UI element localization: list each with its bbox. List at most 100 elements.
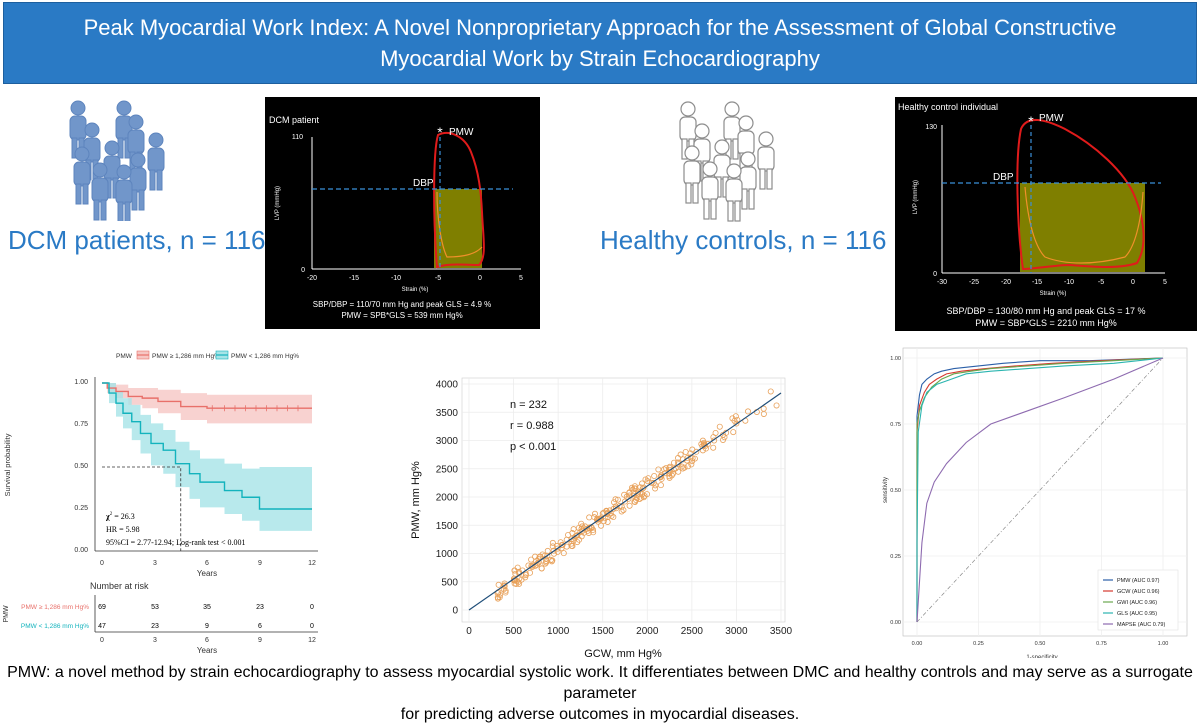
scatter-annotation-n: n = 232 [510, 399, 547, 411]
scatter-point [575, 524, 582, 531]
roc-ytick: 1.00 [890, 356, 901, 362]
scatter-point [635, 488, 642, 495]
scatter-xtick: 2500 [681, 626, 704, 637]
roc-ticks: 0.00 0.00 0.25 0.25 0.50 0.50 0.75 0.75 1.00 1.00 [890, 356, 1168, 647]
roc-xlabel: 1-specificity [1026, 655, 1057, 658]
scatter-point [554, 548, 561, 555]
healthy-cohort-label: Healthy controls, n = 116 [600, 225, 887, 255]
roc-legend-items: PMW (AUC 0.97) GCW (AUC 0.96) GWI (AUC 0.9… [1103, 578, 1165, 628]
scatter-point [662, 465, 669, 472]
scatter-point [666, 474, 673, 481]
healthy-y0-label: 0 [933, 271, 937, 278]
scatter-point [612, 496, 619, 503]
risk-low-label: PMW < 1,286 mm Hg% [21, 623, 89, 630]
scatter-point [675, 455, 682, 462]
scatter-point [500, 586, 507, 593]
scatter-point [688, 461, 695, 468]
km-ytick: 0.25 [74, 505, 88, 512]
roc-curve [916, 357, 1164, 622]
scatter-point [514, 564, 521, 571]
scatter-ytick: 1500 [436, 521, 459, 532]
scatter-point [513, 580, 520, 587]
km-survival-line [102, 382, 312, 409]
roc-xtick: 0.25 [973, 641, 984, 647]
km-ci-band [102, 383, 312, 424]
risk-high-cell: 35 [203, 604, 211, 611]
risk-xtick: 0 [100, 637, 104, 644]
scatter-point [559, 542, 566, 549]
healthy-pv-loop-filling [1024, 186, 1144, 264]
risk-low-cell: 47 [98, 623, 106, 630]
km-plot-area [102, 382, 312, 551]
scatter-point [501, 583, 508, 590]
scatter-point [576, 536, 583, 543]
healthy-star: * [1028, 113, 1034, 129]
roc-ytick: 0.50 [890, 488, 901, 494]
scatter-xtick: 0 [466, 626, 472, 637]
scatter-point [604, 510, 611, 517]
scatter-ytick: 0 [452, 606, 458, 617]
risk-xtick: 3 [153, 637, 157, 644]
km-survival-line [102, 382, 312, 510]
dcm-xlabel: Strain (%) [402, 287, 429, 293]
risk-low-cell: 9 [205, 623, 209, 630]
scatter-point [560, 550, 567, 557]
scatter-point [621, 498, 628, 505]
scatter-point [538, 565, 545, 572]
title-line-2: Myocardial Work by Strain Echocardiograp… [380, 46, 820, 71]
scatter-point [693, 448, 700, 455]
healthy-dbp-label: DBP [993, 172, 1014, 183]
roc-legend-label: GLS (AUC 0.95) [1117, 611, 1157, 617]
scatter-point [631, 498, 638, 505]
scatter-point [512, 570, 519, 577]
scatter-point [529, 563, 536, 570]
dcm-y0-label: 0 [301, 267, 305, 274]
scatter-point [626, 502, 633, 509]
healthy-ymax-label: 130 [925, 124, 937, 131]
scatter-annotation-r: r = 0.988 [510, 420, 554, 432]
healthy-xtick: -20 [1001, 279, 1011, 286]
scatter-xtick: 1000 [547, 626, 570, 637]
scatter-point [675, 461, 682, 468]
risk-low-cell: 23 [151, 623, 159, 630]
scatter-point [730, 429, 737, 436]
healthy-ylabel: LVP (mmHg) [913, 180, 919, 214]
km-hr: HR = 5.98 [106, 525, 140, 534]
roc-xtick: 0.75 [1096, 641, 1107, 647]
scatter-point [598, 522, 605, 529]
roc-curve [916, 357, 1164, 622]
scatter-point [569, 543, 576, 550]
scatter-fit-line [468, 392, 782, 611]
dcm-work-area [434, 189, 482, 268]
scatter-xtick: 3000 [725, 626, 748, 637]
km-legend-title: PMW [116, 353, 133, 360]
roc-xtick: 1.00 [1158, 641, 1169, 647]
scatter-point [527, 569, 534, 576]
scatter-points [468, 388, 782, 611]
scatter-point [626, 489, 633, 496]
healthy-xtick: -5 [1098, 279, 1104, 286]
scatter-point [648, 479, 655, 486]
km-ytick: 0.75 [74, 421, 88, 428]
dcm-caption-1: SBP/DBP = 110/70 mm Hg and peak GLS = 4.… [313, 300, 491, 309]
roc-curve [916, 357, 1164, 622]
dcm-xtick: -10 [391, 275, 401, 282]
scatter-point [630, 492, 637, 499]
km-xtick: 0 [100, 560, 104, 567]
dcm-pv-loop-filling [436, 191, 483, 258]
dcm-cohort-label: DCM patients, n = 116 [8, 225, 266, 255]
scatter-point [595, 516, 602, 523]
dcm-pv-loop-upper [433, 132, 485, 269]
healthy-work-area [1020, 183, 1145, 272]
scatter-point [767, 388, 774, 395]
roc-reference-line [916, 357, 1164, 623]
scatter-ytick: 3500 [436, 408, 459, 419]
title-line-1: Peak Myocardial Work Index: A Novel Nonp… [83, 15, 1117, 40]
risk-xtick: 6 [205, 637, 209, 644]
title-banner: Peak Myocardial Work Index: A Novel Nonp… [3, 2, 1197, 84]
scatter-point [518, 576, 525, 583]
healthy-caption-2: PMW = SBP*GLS = 2210 mm Hg% [975, 318, 1117, 328]
km-ci-band [102, 383, 312, 531]
scatter-xtick: 500 [505, 626, 522, 637]
km-legend-low: PMW < 1,286 mm Hg% [231, 353, 299, 360]
